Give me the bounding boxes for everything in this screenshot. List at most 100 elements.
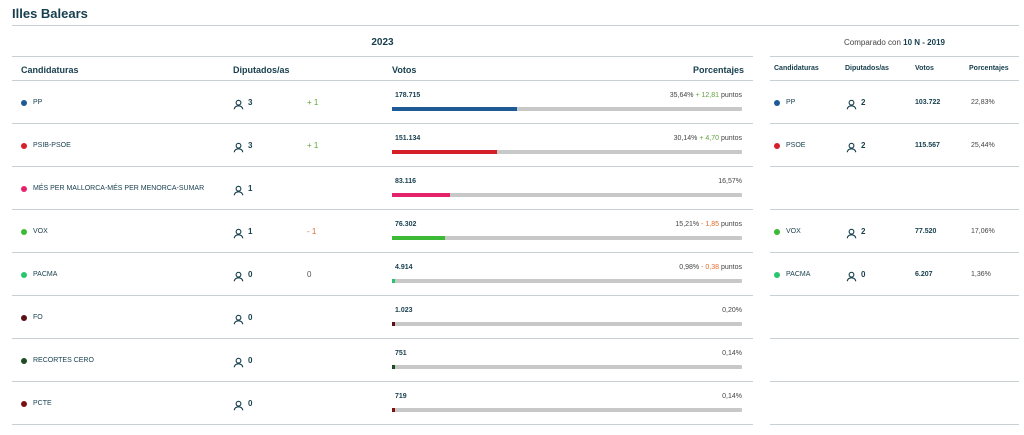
- comparison-row: PP 2 103.722 22,83%: [770, 81, 1019, 124]
- percentage-change: + 12,81: [695, 92, 720, 99]
- party-name: PACMA: [786, 271, 811, 278]
- vote-share-fill: [392, 150, 498, 154]
- percentage-text: 15,21% - 1,85 puntos: [675, 221, 742, 228]
- party-color-dot: [21, 100, 27, 106]
- comparison-election: 10 N - 2019: [903, 38, 945, 47]
- person-icon: [233, 140, 244, 153]
- seat-change: + 1: [307, 98, 319, 107]
- vote-count: 151.134: [395, 135, 421, 142]
- comparison-row-empty: [770, 382, 1019, 425]
- party-name: RECORTES CERO: [33, 357, 94, 364]
- party-color-dot: [21, 272, 27, 278]
- percentage-text: 30,14% + 4,70 puntos: [674, 135, 742, 142]
- vote-share-bar: [392, 322, 742, 326]
- vote-count: 77.520: [915, 228, 937, 235]
- person-icon: [233, 398, 244, 411]
- seat-count: 1: [248, 184, 253, 193]
- vote-share-fill: [392, 107, 517, 111]
- party-name: VOX: [33, 228, 48, 235]
- vote-count: 83.116: [395, 178, 417, 185]
- vote-share-fill: [392, 236, 446, 240]
- header-diputados: Diputados/as: [233, 65, 290, 75]
- vote-count: 719: [395, 393, 407, 400]
- party-color-dot: [774, 100, 780, 106]
- party-color-dot: [21, 186, 27, 192]
- vote-count: 115.567: [915, 142, 940, 149]
- percentage-text: 16,57%: [718, 178, 742, 185]
- seat-count: 0: [248, 313, 253, 322]
- party-name: PP: [33, 99, 43, 106]
- page-title: Illes Balears: [12, 6, 88, 21]
- percentage-text: 35,64% + 12,81 puntos: [670, 92, 742, 99]
- vote-share-bar: [392, 279, 742, 283]
- comparison-row-empty: [770, 296, 1019, 339]
- seat-count: 2: [861, 141, 866, 150]
- main-rows: PP 3 + 1 178.715 35,64% + 12,81 puntos PSIB-P…: [12, 81, 753, 425]
- header-votos: Votos: [392, 65, 417, 75]
- seat-count: 0: [248, 399, 253, 408]
- party-name: MÉS PER MALLORCA-MÉS PER MENORCA-SUMAR: [33, 185, 205, 192]
- comparison-label: Comparado con 10 N - 2019: [770, 26, 1019, 57]
- side-header-row: Candidaturas Diputados/as Votos Porcenta…: [770, 57, 1019, 81]
- vote-share-bar: [392, 193, 742, 197]
- party-color-dot: [21, 143, 27, 149]
- party-row: FO 0 1.023 0,20%: [12, 296, 753, 339]
- party-row: PP 3 + 1 178.715 35,64% + 12,81 puntos: [12, 81, 753, 124]
- party-color-dot: [21, 315, 27, 321]
- person-icon: [233, 97, 244, 110]
- vote-count: 751: [395, 350, 407, 357]
- party-name: VOX: [786, 228, 801, 235]
- party-row: VOX 1 - 1 76.302 15,21% - 1,85 puntos: [12, 210, 753, 253]
- percentage-unit: puntos: [720, 221, 742, 228]
- seat-count: 2: [861, 227, 866, 236]
- main-header-row: Candidaturas Diputados/as Votos Porcenta…: [12, 57, 753, 81]
- seat-count: 2: [861, 98, 866, 107]
- title-divider: [12, 25, 1019, 26]
- person-icon: [846, 140, 857, 153]
- party-color-dot: [21, 401, 27, 407]
- vote-count: 76.302: [395, 221, 417, 228]
- person-icon: [846, 97, 857, 110]
- comparison-row: PACMA 0 6.207 1,36%: [770, 253, 1019, 296]
- seat-count: 3: [248, 98, 253, 107]
- vote-share-fill: [392, 365, 395, 369]
- side-rows: PP 2 103.722 22,83% PSOE 2 115.567 25,44% VOX 2 77…: [770, 81, 1019, 425]
- person-icon: [846, 269, 857, 282]
- seat-count: 1: [248, 227, 253, 236]
- percentage-unit: puntos: [720, 92, 742, 99]
- party-row: PSIB-PSOE 3 + 1 151.134 30,14% + 4,70 puntos: [12, 124, 753, 167]
- party-row: RECORTES CERO 0 751 0,14%: [12, 339, 753, 382]
- comparison-row: VOX 2 77.520 17,06%: [770, 210, 1019, 253]
- party-name: PSOE: [786, 142, 806, 149]
- party-row: PCTE 0 719 0,14%: [12, 382, 753, 425]
- comparison-prefix: Comparado con: [844, 38, 901, 47]
- percentage-text: 0,14%: [722, 393, 742, 400]
- percentage-value: 0,14%: [722, 393, 742, 400]
- percentage-text: 0,98% - 0,38 puntos: [679, 264, 742, 271]
- percentage-value: 0,98%: [679, 264, 700, 271]
- vote-share-bar: [392, 236, 742, 240]
- side-header-candidaturas: Candidaturas: [774, 65, 819, 72]
- percentage-change: + 4,70: [699, 135, 720, 142]
- vote-count: 6.207: [915, 271, 933, 278]
- comparison-row-empty: [770, 167, 1019, 210]
- vote-share-fill: [392, 322, 395, 326]
- party-color-dot: [774, 272, 780, 278]
- percentage-value: 22,83%: [971, 99, 995, 106]
- person-icon: [846, 226, 857, 239]
- seat-count: 0: [248, 356, 253, 365]
- comparison-row-empty: [770, 339, 1019, 382]
- party-name: PSIB-PSOE: [33, 142, 71, 149]
- person-icon: [233, 269, 244, 282]
- percentage-unit: puntos: [720, 264, 742, 271]
- percentage-value: 0,20%: [722, 307, 742, 314]
- vote-share-bar: [392, 107, 742, 111]
- party-name: PCTE: [33, 400, 52, 407]
- vote-count: 4.914: [395, 264, 413, 271]
- person-icon: [233, 226, 244, 239]
- percentage-value: 0,14%: [722, 350, 742, 357]
- vote-count: 178.715: [395, 92, 421, 99]
- vote-share-fill: [392, 279, 396, 283]
- vote-count: 1.023: [395, 307, 413, 314]
- vote-share-fill: [392, 193, 450, 197]
